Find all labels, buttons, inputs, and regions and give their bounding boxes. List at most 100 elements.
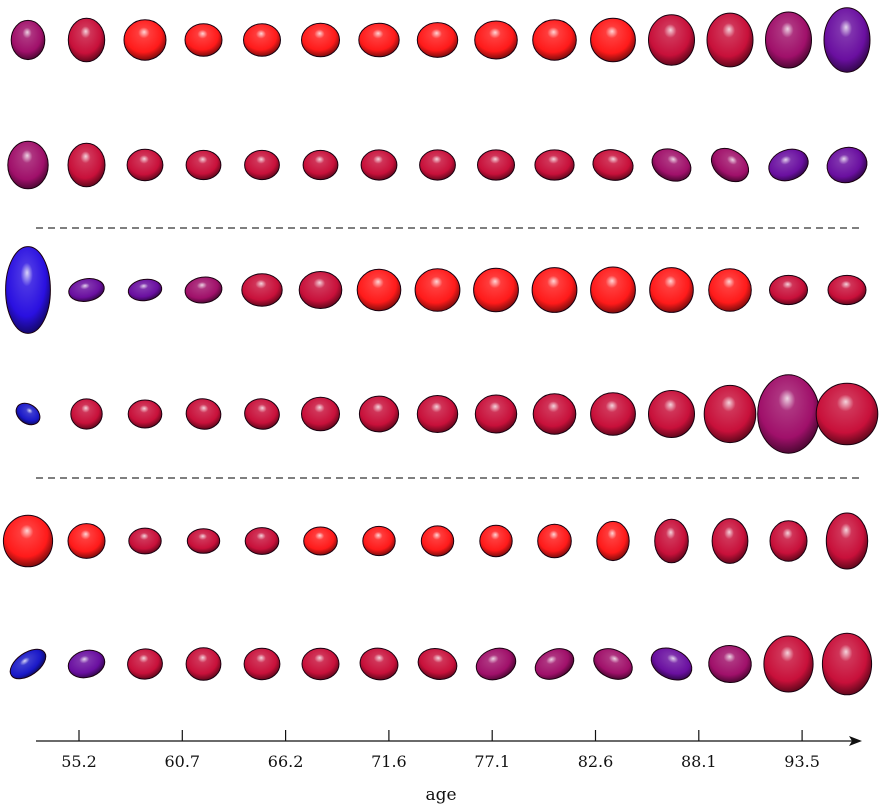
- ellipsoid: [9, 648, 47, 680]
- ellipsoid: [301, 22, 340, 58]
- row-1: [10, 7, 871, 73]
- ellipsoid: [821, 632, 873, 696]
- ellipsoid: [479, 524, 513, 558]
- ellipsoid: [651, 148, 692, 182]
- ellipsoid: [419, 149, 456, 181]
- ellipsoid: [7, 140, 49, 190]
- axis-tick-label: 77.1: [474, 752, 510, 771]
- ellipsoid: [417, 648, 458, 680]
- ellipsoid: [185, 647, 222, 681]
- ellipsoid: [757, 374, 820, 454]
- ellipsoid: [648, 14, 695, 66]
- row-4: [15, 374, 879, 454]
- ellipsoid: [648, 390, 695, 438]
- ellipsoid: [10, 19, 46, 61]
- ellipsoid: [827, 274, 867, 306]
- ellipsoid: [592, 149, 634, 181]
- ellipsoid: [590, 17, 636, 63]
- ellipsoid: [769, 520, 808, 562]
- ellipsoid: [711, 518, 749, 564]
- ellipsoid: [708, 644, 752, 684]
- ellipsoid: [593, 648, 633, 680]
- ellipsoid: [243, 647, 281, 681]
- ellipsoid: [649, 267, 694, 313]
- axis-tick-label: 55.2: [61, 752, 97, 771]
- ellipsoid: [815, 382, 879, 446]
- ellipsoid: [532, 19, 577, 61]
- ellipsoid: [596, 520, 630, 562]
- axis-tick-label: 93.5: [784, 752, 820, 771]
- ellipsoid: [769, 274, 808, 306]
- ellipsoid: [244, 149, 280, 181]
- ellipsoid: [416, 395, 459, 433]
- ellipsoid: [127, 648, 163, 680]
- ellipsoid: [703, 384, 757, 444]
- ellipsoid: [590, 266, 636, 314]
- ellipsoid: [358, 22, 400, 58]
- ellipsoid: [185, 149, 222, 181]
- ellipsoid: [534, 648, 575, 680]
- ellipsoid: [706, 12, 754, 68]
- row-3: [5, 246, 867, 334]
- ellipsoid: [590, 392, 636, 436]
- axis-tick-label: 60.7: [164, 752, 200, 771]
- ellipsoid: [67, 142, 106, 188]
- ellipsoid: [186, 528, 221, 554]
- ellipsoid: [420, 525, 455, 557]
- axis-arrowhead: [849, 736, 862, 746]
- ellipsoid-rows: [2, 7, 879, 696]
- age-axis: 55.2 60.7 66.2 71.6 77.1 82.6 88.1 93.5 age: [36, 730, 862, 805]
- ellipsoid: [243, 23, 281, 57]
- axis-tick-label: 82.6: [578, 752, 614, 771]
- ellipsoid: [475, 647, 517, 681]
- ellipsoid: [360, 149, 398, 181]
- ellipsoid: [303, 526, 338, 556]
- ellipsoid: [531, 267, 578, 313]
- row-6: [9, 632, 873, 696]
- axis-tick-label: 66.2: [268, 752, 304, 771]
- ellipsoid: [708, 268, 752, 312]
- ellipsoid: [185, 398, 222, 430]
- ellipsoid: [477, 149, 515, 181]
- row-separators: [36, 227, 860, 479]
- ellipsoid: [244, 398, 280, 430]
- ellipsoid: [414, 268, 461, 312]
- ellipsoid: [825, 512, 869, 570]
- ellipsoid: [301, 647, 340, 681]
- ellipsoid: [184, 276, 223, 304]
- ellipsoid: [416, 22, 459, 58]
- row-2: [7, 140, 868, 190]
- ellipsoid: [2, 514, 54, 568]
- ellipsoid: [127, 399, 163, 429]
- ellipsoid: [67, 523, 106, 559]
- ellipsoid: [123, 19, 167, 61]
- ellipsoid: [15, 402, 41, 426]
- axis-tick-label: 71.6: [371, 752, 407, 771]
- ellipsoid: [301, 396, 340, 432]
- ellipsoid: [358, 395, 400, 433]
- ellipsoid: [765, 11, 812, 69]
- ellipsoid: [654, 518, 689, 564]
- ellipsoid: [126, 148, 164, 182]
- ellipsoid: [356, 268, 402, 312]
- ellipsoid: [763, 635, 814, 693]
- ellipsoid: [67, 17, 106, 63]
- ellipsoid: [359, 647, 399, 681]
- ellipsoid: [298, 271, 343, 309]
- ellipsoid: [710, 147, 750, 183]
- ellipsoid: [128, 527, 162, 555]
- ellipsoid: [768, 148, 809, 182]
- ellipsoid: [67, 649, 106, 679]
- ellipsoid: [362, 525, 396, 557]
- axis-label: age: [425, 785, 456, 805]
- ellipsoid: [826, 146, 868, 184]
- ellipsoid: [244, 527, 280, 555]
- ellipsoid: [68, 278, 105, 302]
- ellipsoid: [474, 394, 518, 434]
- axis-ticks: 55.2 60.7 66.2 71.6 77.1 82.6 88.1 93.5: [61, 730, 820, 771]
- ellipsoid: [184, 23, 223, 57]
- ellipsoid: [823, 7, 871, 73]
- ellipsoid: [127, 278, 163, 302]
